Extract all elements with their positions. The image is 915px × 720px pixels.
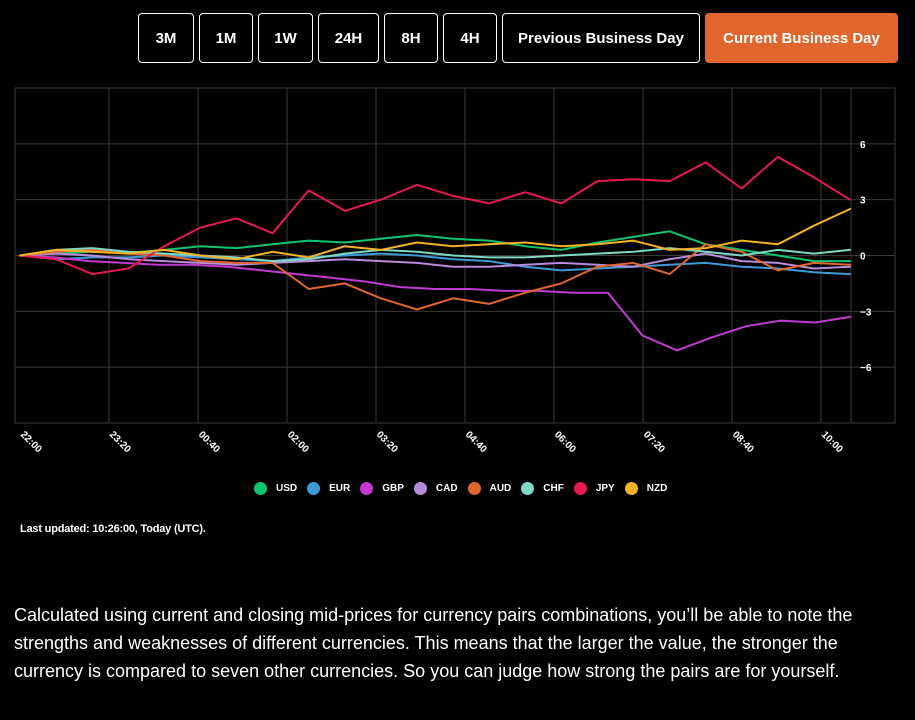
legend-label: CAD (435, 483, 458, 494)
chf-dot-icon (521, 482, 535, 495)
series-line-chf (19, 247, 851, 263)
series-line-cad (19, 252, 851, 270)
time-range-selector: 3M 1M 1W 24H 8H 4H Previous Business Day… (138, 13, 898, 63)
last-updated-text: Last updated: 10:26:00, Today (UTC). (20, 523, 206, 535)
y-tick-label: 0 (860, 252, 866, 263)
x-tick-label: 23:20 (107, 429, 133, 455)
aud-dot-icon (467, 482, 481, 495)
legend-item-nzd[interactable]: NZD (624, 482, 668, 495)
x-tick-label: 04:40 (463, 429, 489, 455)
legend-label: EUR (329, 483, 351, 494)
x-tick-label: 08:40 (730, 429, 756, 455)
x-tick-label: 03:20 (374, 429, 400, 455)
cad-dot-icon (413, 482, 427, 495)
range-8h-button[interactable]: 8H (384, 13, 438, 63)
y-axis-ticks: 6 3 0 −3 −6 (860, 140, 872, 374)
currency-strength-chart: 6 3 0 −3 −6 22:00 23:20 00:40 02:00 03:20 04:40 06… (14, 87, 896, 456)
range-24h-button[interactable]: 24H (318, 13, 379, 63)
range-3m-button[interactable]: 3M (138, 13, 194, 63)
x-tick-label: 10:00 (819, 429, 845, 455)
legend-item-chf[interactable]: CHF (521, 482, 564, 495)
x-tick-label: 06:00 (552, 429, 578, 455)
x-tick-label: 07:20 (641, 429, 667, 455)
x-tick-label: 02:00 (285, 429, 311, 455)
legend-item-eur[interactable]: EUR (307, 482, 350, 495)
legend-label: CHF (543, 483, 564, 494)
legend-item-gbp[interactable]: GBP (360, 482, 404, 495)
series-line-nzd (19, 208, 851, 261)
legend-label: AUD (489, 483, 512, 494)
y-tick-label: 6 (860, 140, 866, 151)
gbp-dot-icon (360, 482, 374, 495)
range-4h-button[interactable]: 4H (443, 13, 497, 63)
legend-label: GBP (382, 483, 404, 494)
legend-label: NZD (646, 483, 668, 494)
series-lines (19, 155, 851, 352)
previous-business-day-button[interactable]: Previous Business Day (502, 13, 700, 63)
usd-dot-icon (254, 482, 267, 495)
legend-label: USD (276, 483, 298, 494)
series-line-aud (19, 243, 851, 311)
jpy-dot-icon (573, 482, 587, 495)
y-tick-label: 3 (860, 196, 866, 207)
x-axis-ticks: 22:00 23:20 00:40 02:00 03:20 04:40 06:00 07:20… (18, 429, 845, 455)
x-tick-label: 22:00 (18, 429, 44, 455)
range-1w-button[interactable]: 1W (258, 13, 313, 63)
nzd-dot-icon (624, 482, 638, 495)
legend-item-usd[interactable]: USD (254, 482, 297, 495)
current-business-day-button[interactable]: Current Business Day (705, 13, 898, 63)
chart-legend: USD EUR GBP CAD AUD CHF JPY NZD (254, 482, 677, 495)
y-tick-label: −6 (860, 363, 872, 374)
range-1m-button[interactable]: 1M (199, 13, 253, 63)
legend-item-cad[interactable]: CAD (413, 482, 458, 495)
x-tick-label: 00:40 (196, 429, 222, 455)
description-paragraph: Calculated using current and closing mid… (14, 605, 853, 681)
legend-item-jpy[interactable]: JPY (573, 482, 615, 495)
legend-label: JPY (595, 483, 615, 494)
legend-item-aud[interactable]: AUD (467, 482, 512, 495)
y-tick-label: −3 (860, 307, 872, 318)
eur-dot-icon (307, 482, 321, 495)
series-line-gbp (19, 254, 851, 352)
